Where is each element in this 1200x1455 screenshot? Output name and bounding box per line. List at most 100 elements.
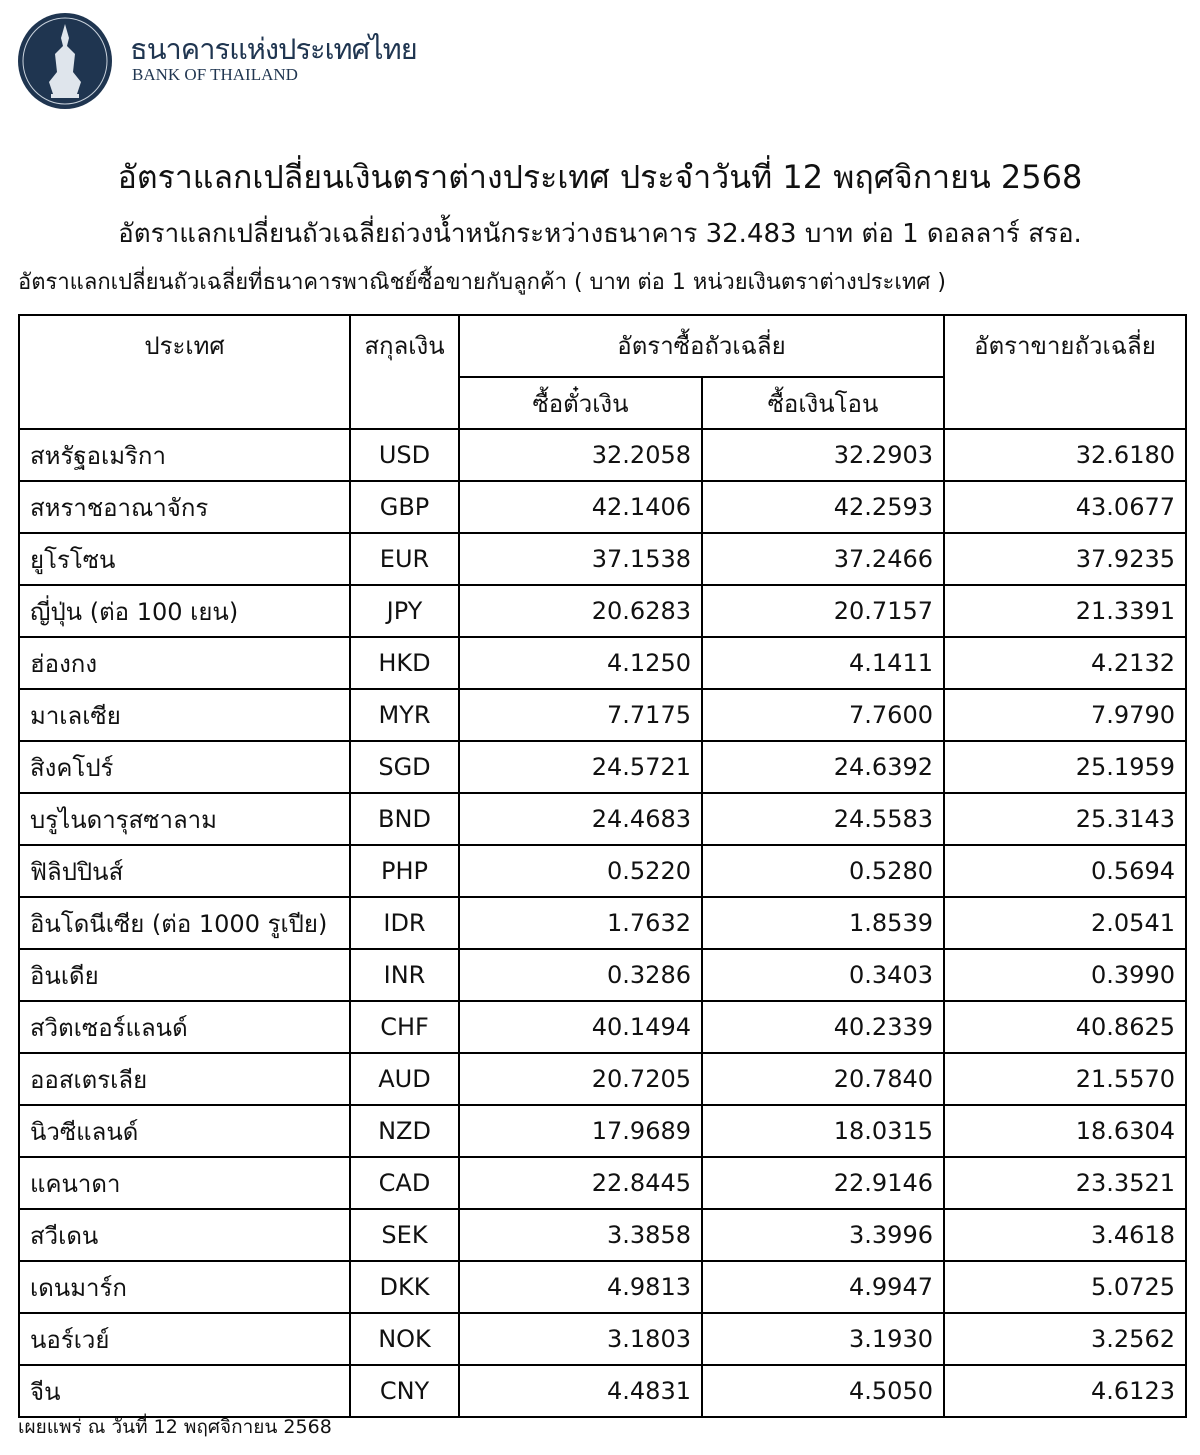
table-body: สหรัฐอเมริกา USD 32.2058 32.2903 32.6180 สหรา… (18, 428, 1187, 1418)
header-buying-transfer: ซื้อเงินโอน (701, 376, 945, 430)
cell-country: จีน (18, 1364, 351, 1418)
cell-buying-transfer: 32.2903 (701, 428, 945, 482)
cell-buying-sight-bill: 7.7175 (458, 688, 703, 742)
cell-buying-sight-bill: 4.4831 (458, 1364, 703, 1418)
cell-currency: CNY (349, 1364, 460, 1418)
table-row: อินโดนีเซีย (ต่อ 1000 รูเปีย) IDR 1.7632 1.… (18, 896, 1187, 950)
exchange-rate-table: ประเทศ สกุลเงิน อัตราซื้อถัวเฉลี่ย อัตรา… (18, 314, 1187, 1418)
bank-name-english: BANK OF THAILAND (132, 65, 298, 84)
cell-country: ออสเตรเลีย (18, 1052, 351, 1106)
published-date: เผยแพร่ ณ วันที่ 12 พฤศจิกายน 2568 (18, 1416, 332, 1438)
table-row: มาเลเซีย MYR 7.7175 7.7600 7.9790 (18, 688, 1187, 742)
cell-buying-sight-bill: 24.4683 (458, 792, 703, 846)
cell-selling: 5.0725 (943, 1260, 1187, 1314)
table-row: ฮ่องกง HKD 4.1250 4.1411 4.2132 (18, 636, 1187, 690)
table-caption: อัตราแลกเปลี่ยนถัวเฉลี่ยที่ธนาคารพาณิชย์… (18, 270, 946, 295)
table-row: ยูโรโซน EUR 37.1538 37.2466 37.9235 (18, 532, 1187, 586)
cell-buying-transfer: 4.5050 (701, 1364, 945, 1418)
cell-country: นิวซีแลนด์ (18, 1104, 351, 1158)
cell-buying-transfer: 20.7840 (701, 1052, 945, 1106)
cell-buying-transfer: 1.8539 (701, 896, 945, 950)
header-country: ประเทศ (18, 314, 351, 430)
table-row: ฟิลิปปินส์ PHP 0.5220 0.5280 0.5694 (18, 844, 1187, 898)
cell-selling: 4.2132 (943, 636, 1187, 690)
cell-buying-sight-bill: 37.1538 (458, 532, 703, 586)
cell-currency: IDR (349, 896, 460, 950)
cell-buying-transfer: 7.7600 (701, 688, 945, 742)
cell-buying-sight-bill: 4.1250 (458, 636, 703, 690)
cell-currency: USD (349, 428, 460, 482)
cell-country: ยูโรโซน (18, 532, 351, 586)
cell-country: บรูไนดารุสซาลาม (18, 792, 351, 846)
cell-selling: 23.3521 (943, 1156, 1187, 1210)
cell-currency: BND (349, 792, 460, 846)
cell-buying-transfer: 24.6392 (701, 740, 945, 794)
table-row: ออสเตรเลีย AUD 20.7205 20.7840 21.5570 (18, 1052, 1187, 1106)
cell-country: สหราชอาณาจักร (18, 480, 351, 534)
table-row: สวีเดน SEK 3.3858 3.3996 3.4618 (18, 1208, 1187, 1262)
cell-country: ฮ่องกง (18, 636, 351, 690)
cell-buying-transfer: 37.2466 (701, 532, 945, 586)
cell-buying-transfer: 4.9947 (701, 1260, 945, 1314)
cell-buying-sight-bill: 17.9689 (458, 1104, 703, 1158)
cell-buying-sight-bill: 20.6283 (458, 584, 703, 638)
cell-selling: 2.0541 (943, 896, 1187, 950)
cell-buying-transfer: 18.0315 (701, 1104, 945, 1158)
cell-selling: 25.3143 (943, 792, 1187, 846)
cell-buying-sight-bill: 20.7205 (458, 1052, 703, 1106)
cell-currency: PHP (349, 844, 460, 898)
page-title: อัตราแลกเปลี่ยนเงินตราต่างประเทศ ประจำวั… (117, 158, 1083, 196)
cell-currency: CAD (349, 1156, 460, 1210)
cell-country: สวิตเซอร์แลนด์ (18, 1000, 351, 1054)
cell-country: นอร์เวย์ (18, 1312, 351, 1366)
cell-buying-sight-bill: 24.5721 (458, 740, 703, 794)
cell-currency: CHF (349, 1000, 460, 1054)
cell-currency: INR (349, 948, 460, 1002)
table-row: นอร์เวย์ NOK 3.1803 3.1930 3.2562 (18, 1312, 1187, 1366)
cell-buying-transfer: 22.9146 (701, 1156, 945, 1210)
cell-selling: 4.6123 (943, 1364, 1187, 1418)
table-row: สิงคโปร์ SGD 24.5721 24.6392 25.1959 (18, 740, 1187, 794)
cell-country: เดนมาร์ก (18, 1260, 351, 1314)
cell-currency: SGD (349, 740, 460, 794)
cell-country: ฟิลิปปินส์ (18, 844, 351, 898)
cell-currency: NOK (349, 1312, 460, 1366)
bank-name-thai: ธนาคารแห่งประเทศไทย (130, 32, 418, 66)
cell-buying-sight-bill: 22.8445 (458, 1156, 703, 1210)
cell-selling: 7.9790 (943, 688, 1187, 742)
cell-buying-sight-bill: 32.2058 (458, 428, 703, 482)
cell-buying-transfer: 20.7157 (701, 584, 945, 638)
cell-selling: 37.9235 (943, 532, 1187, 586)
cell-country: สหรัฐอเมริกา (18, 428, 351, 482)
cell-buying-transfer: 40.2339 (701, 1000, 945, 1054)
cell-country: ญี่ปุ่น (ต่อ 100 เยน) (18, 584, 351, 638)
cell-currency: NZD (349, 1104, 460, 1158)
table-row: บรูไนดารุสซาลาม BND 24.4683 24.5583 25.3143 (18, 792, 1187, 846)
cell-selling: 3.2562 (943, 1312, 1187, 1366)
cell-buying-sight-bill: 3.1803 (458, 1312, 703, 1366)
interbank-rate-subtitle: อัตราแลกเปลี่ยนถัวเฉลี่ยถ่วงน้ำหนักระหว่… (118, 219, 1082, 249)
cell-buying-transfer: 4.1411 (701, 636, 945, 690)
table-row: เดนมาร์ก DKK 4.9813 4.9947 5.0725 (18, 1260, 1187, 1314)
header-buying-sight-bill: ซื้อตั๋วเงิน (458, 376, 703, 430)
cell-country: อินโดนีเซีย (ต่อ 1000 รูเปีย) (18, 896, 351, 950)
cell-selling: 32.6180 (943, 428, 1187, 482)
cell-buying-sight-bill: 0.5220 (458, 844, 703, 898)
cell-buying-transfer: 3.1930 (701, 1312, 945, 1366)
table-row: อินเดีย INR 0.3286 0.3403 0.3990 (18, 948, 1187, 1002)
table-row: สหรัฐอเมริกา USD 32.2058 32.2903 32.6180 (18, 428, 1187, 482)
cell-buying-transfer: 0.5280 (701, 844, 945, 898)
cell-currency: MYR (349, 688, 460, 742)
cell-buying-transfer: 24.5583 (701, 792, 945, 846)
table-row: สวิตเซอร์แลนด์ CHF 40.1494 40.2339 40.8625 (18, 1000, 1187, 1054)
cell-selling: 21.5570 (943, 1052, 1187, 1106)
cell-selling: 43.0677 (943, 480, 1187, 534)
cell-buying-sight-bill: 0.3286 (458, 948, 703, 1002)
cell-selling: 18.6304 (943, 1104, 1187, 1158)
cell-selling: 21.3391 (943, 584, 1187, 638)
cell-currency: EUR (349, 532, 460, 586)
table-row: นิวซีแลนด์ NZD 17.9689 18.0315 18.6304 (18, 1104, 1187, 1158)
cell-country: สิงคโปร์ (18, 740, 351, 794)
cell-buying-sight-bill: 42.1406 (458, 480, 703, 534)
table-row: แคนาดา CAD 22.8445 22.9146 23.3521 (18, 1156, 1187, 1210)
